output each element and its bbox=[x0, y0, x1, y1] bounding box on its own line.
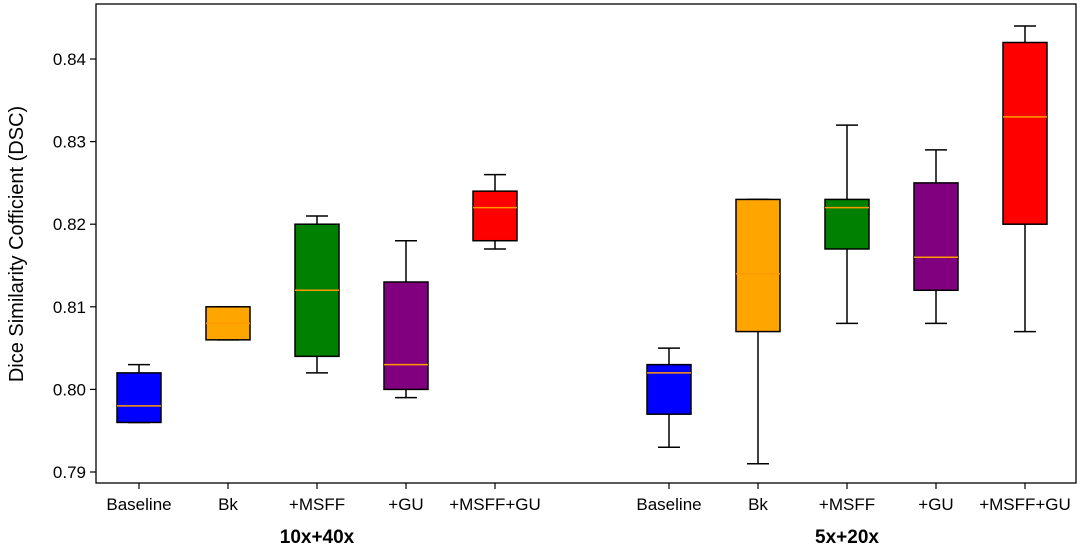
box-10x+40x-Baseline bbox=[116, 363, 162, 424]
group-label: 10x+40x bbox=[280, 527, 355, 548]
box-10x+40x-+GU bbox=[383, 239, 429, 399]
x-tick-label: +MSFF+GU bbox=[979, 495, 1071, 514]
box-10x+40x-+MSFF bbox=[294, 215, 340, 374]
box-body bbox=[735, 198, 781, 333]
y-axis: 0.79 0.80 0.81 0.82 0.83 0.84 bbox=[53, 50, 96, 482]
y-axis-title: Dice Similarity Cofficient (DSC) bbox=[6, 106, 28, 382]
box-body bbox=[913, 182, 959, 292]
box-body bbox=[472, 190, 518, 242]
x-tick-label: +MSFF+GU bbox=[449, 495, 541, 514]
box-5x+20x-+MSFF+GU bbox=[1002, 25, 1048, 333]
x-tick-label: +GU bbox=[388, 495, 423, 514]
y-tick-label: 0.82 bbox=[53, 215, 86, 234]
box-series bbox=[116, 25, 1048, 465]
y-tick-label: 0.81 bbox=[53, 298, 86, 317]
box-body bbox=[646, 363, 692, 415]
box-5x+20x-Baseline bbox=[646, 347, 692, 448]
box-10x+40x-+MSFF+GU bbox=[472, 173, 518, 250]
y-tick-label: 0.79 bbox=[53, 463, 86, 482]
group-label: 5x+20x bbox=[815, 527, 879, 548]
x-tick-label: Bk bbox=[748, 495, 768, 514]
x-tick-label: Bk bbox=[218, 495, 238, 514]
y-tick-label: 0.84 bbox=[53, 50, 86, 69]
x-tick-label: +MSFF bbox=[289, 495, 345, 514]
plot-frame bbox=[95, 3, 1077, 484]
y-tick-label: 0.83 bbox=[53, 133, 86, 152]
x-axis: Baseline Bk +MSFF +GU +MSFF+GU Baseline Bk +MSF… bbox=[106, 483, 1071, 514]
y-tick-label: 0.80 bbox=[53, 380, 86, 399]
x-tick-label: +MSFF bbox=[819, 495, 875, 514]
box-5x+20x-Bk bbox=[735, 198, 781, 465]
x-tick-label: Baseline bbox=[106, 495, 171, 514]
group-labels: 10x+40x 5x+20x bbox=[280, 527, 880, 548]
box-body bbox=[383, 281, 429, 391]
x-tick-label: Baseline bbox=[636, 495, 701, 514]
box-10x+40x-Bk bbox=[205, 306, 251, 341]
box-body bbox=[824, 198, 870, 250]
box-5x+20x-+MSFF bbox=[824, 124, 870, 325]
box-body bbox=[116, 372, 162, 424]
box-body bbox=[1002, 41, 1048, 225]
x-tick-label: +GU bbox=[918, 495, 953, 514]
box-5x+20x-+GU bbox=[913, 149, 959, 325]
